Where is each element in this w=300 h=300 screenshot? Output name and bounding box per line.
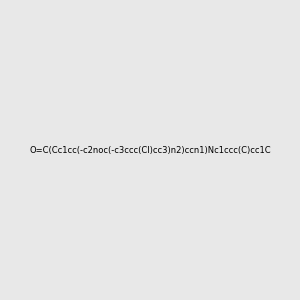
Text: O=C(Cc1cc(-c2noc(-c3ccc(Cl)cc3)n2)ccn1)Nc1ccc(C)cc1C: O=C(Cc1cc(-c2noc(-c3ccc(Cl)cc3)n2)ccn1)N…	[29, 146, 271, 154]
